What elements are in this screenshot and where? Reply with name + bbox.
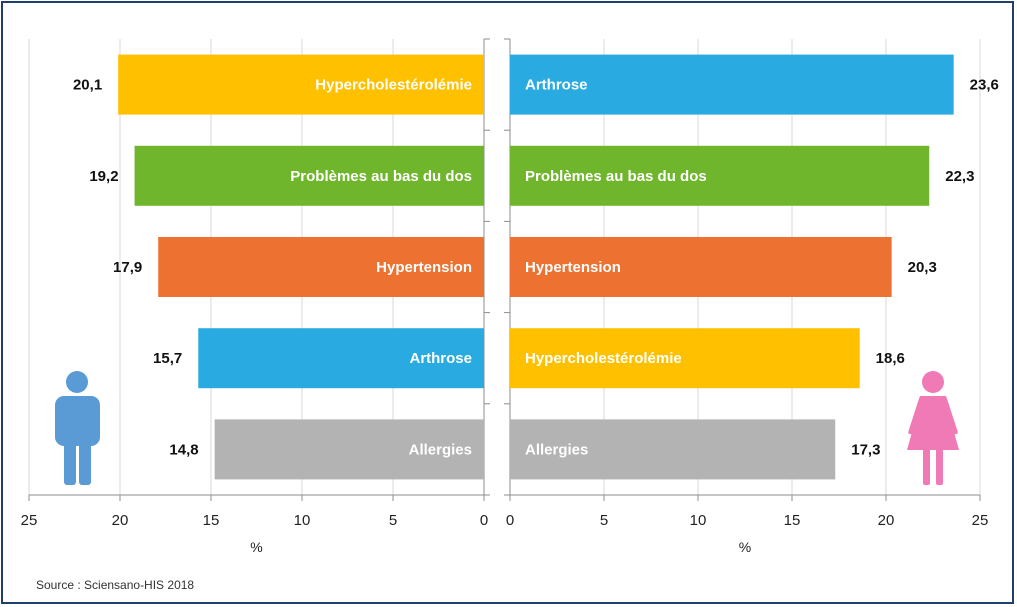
bar-category-label: Allergies xyxy=(409,441,472,458)
bar-value-label: 14,8 xyxy=(169,441,198,458)
bar-category-label: Arthrose xyxy=(409,350,472,367)
x-tick-label: 10 xyxy=(294,512,311,529)
bar-category-label: Problèmes au bas du dos xyxy=(525,168,707,185)
bar xyxy=(214,419,484,480)
bar-value-label: 22,3 xyxy=(945,168,974,185)
x-tick-label: 5 xyxy=(389,512,397,529)
woman-icon xyxy=(907,371,959,485)
bar-category-label: Hypertension xyxy=(376,259,472,276)
bar-category-label: Arthrose xyxy=(525,77,588,94)
bar-category-label: Hypercholestérolémie xyxy=(315,77,472,94)
x-tick-label: 20 xyxy=(878,512,895,529)
bar xyxy=(510,54,954,115)
bar xyxy=(510,237,892,297)
bar-category-label: Hypercholestérolémie xyxy=(525,350,682,367)
x-tick-label: 5 xyxy=(600,512,608,529)
bar xyxy=(158,237,484,297)
right-panel: 0 5 10 15 20 25% Arthrose 23,6 Problèmes au bas … xyxy=(504,38,999,555)
man-icon xyxy=(55,371,100,485)
bar-value-label: 23,6 xyxy=(970,77,999,94)
x-tick-label: 0 xyxy=(480,512,488,529)
bar-value-label: 20,1 xyxy=(73,77,102,94)
chart-svg: 0 5 10 15 20 25% Hypercholestérolémie 20,1 Probl… xyxy=(21,38,999,555)
bar-category-label: Hypertension xyxy=(525,259,621,276)
bar xyxy=(198,328,484,389)
bar xyxy=(510,419,836,480)
bar-value-label: 20,3 xyxy=(908,259,937,276)
bar-category-label: Problèmes au bas du dos xyxy=(290,168,472,185)
x-tick-label: 15 xyxy=(784,512,801,529)
bar-value-label: 17,9 xyxy=(113,259,142,276)
bar-value-label: 19,2 xyxy=(89,168,118,185)
bar-value-label: 15,7 xyxy=(153,350,182,367)
x-tick-label: 20 xyxy=(112,512,129,529)
left-panel: 0 5 10 15 20 25% Hypercholestérolémie 20,1 Probl… xyxy=(21,38,490,555)
x-axis-title: % xyxy=(250,539,262,555)
bar-value-label: 18,6 xyxy=(876,350,905,367)
bar xyxy=(510,328,860,389)
x-axis-title: % xyxy=(739,539,751,555)
source-note: Source : Sciensano-HIS 2018 xyxy=(36,578,195,592)
x-tick-label: 10 xyxy=(690,512,707,529)
x-tick-label: 15 xyxy=(203,512,220,529)
bar xyxy=(134,145,484,206)
x-tick-label: 0 xyxy=(506,512,514,529)
bar-value-label: 17,3 xyxy=(851,441,880,458)
x-tick-label: 25 xyxy=(972,512,989,529)
bar xyxy=(118,54,485,115)
bar xyxy=(510,145,930,206)
x-tick-label: 25 xyxy=(21,512,38,529)
bar-category-label: Allergies xyxy=(525,441,588,458)
